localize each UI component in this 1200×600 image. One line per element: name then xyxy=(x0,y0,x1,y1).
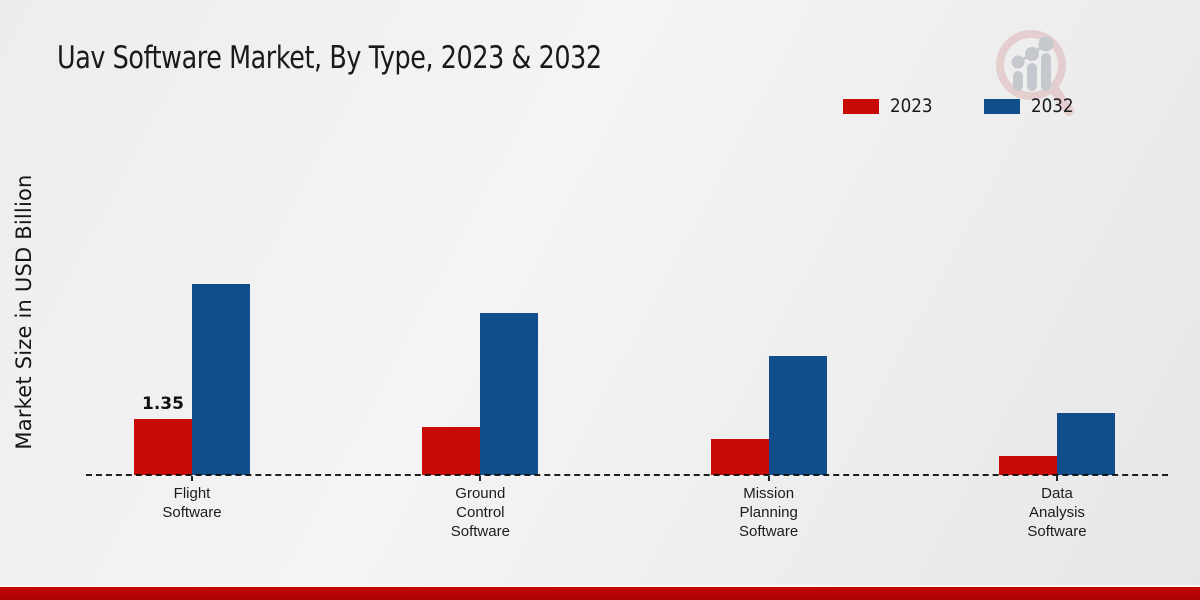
legend: 2023 2032 xyxy=(843,95,1080,117)
footer-red-stripe xyxy=(0,585,1200,600)
category-label-flight-software: Flight Software xyxy=(162,485,222,521)
legend-swatch-2023 xyxy=(843,98,879,114)
legend-swatch-2032 xyxy=(984,98,1021,114)
bar-2023-data-analysis-software xyxy=(998,456,1057,475)
bar-2023-ground-control-software xyxy=(422,427,481,475)
legend-label-2032: 2032 xyxy=(1031,95,1074,117)
legend-label-2023: 2023 xyxy=(890,95,933,117)
bar-2032-ground-control-software xyxy=(480,312,539,475)
legend-item-2023: 2023 xyxy=(843,95,938,117)
market-research-magnifier-logo xyxy=(996,30,1074,116)
x-axis-tick xyxy=(479,476,482,481)
category-label-mission-planning-software: Mission Planning Software xyxy=(739,485,799,540)
x-axis-tick xyxy=(767,476,770,481)
bar-2032-mission-planning-software xyxy=(768,356,827,475)
chart-title: Uav Software Market, By Type, 2023 & 203… xyxy=(57,40,602,76)
bar-2032-data-analysis-software xyxy=(1056,412,1115,475)
x-axis-tick xyxy=(1055,476,1058,481)
category-label-ground-control-software: Ground Control Software xyxy=(450,485,510,540)
x-axis-tick xyxy=(191,476,193,481)
bar-2032-flight-software xyxy=(192,283,250,475)
bar-2023-mission-planning-software xyxy=(710,438,769,475)
category-label-data-analysis-software: Data Analysis Software xyxy=(1027,485,1087,540)
bar-value-label: 1.35 xyxy=(142,393,184,414)
logo-bars-icon xyxy=(1013,53,1051,91)
x-axis-baseline xyxy=(86,474,1168,476)
bar-2023-flight-software xyxy=(134,418,192,475)
legend-item-2032: 2032 xyxy=(984,95,1079,117)
